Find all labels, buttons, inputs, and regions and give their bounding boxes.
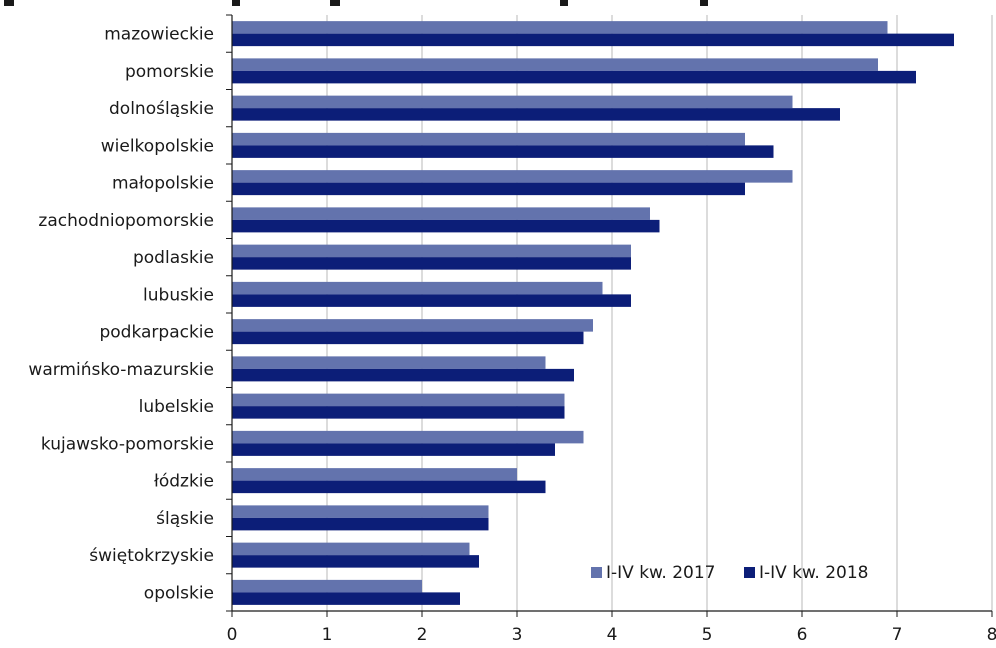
x-tick-label: 7 xyxy=(892,625,903,645)
category-label: mazowieckie xyxy=(104,25,214,45)
x-tick-label: 1 xyxy=(322,625,333,645)
bars xyxy=(232,21,954,605)
bar-2017 xyxy=(232,95,793,109)
category-label: małopolskie xyxy=(112,174,214,194)
category-label: kujawsko-pomorskie xyxy=(41,434,214,454)
bar-2017 xyxy=(232,468,517,481)
x-tick-labels: 0 1 2 3 4 5 6 7 8 xyxy=(227,625,996,645)
bar-2018 xyxy=(232,108,840,121)
title-fragment xyxy=(560,0,568,6)
bar-2018 xyxy=(232,592,460,605)
bar-2017 xyxy=(232,430,584,444)
bar-2017 xyxy=(232,542,470,556)
x-tick-label: 4 xyxy=(607,625,618,645)
bar-2017 xyxy=(232,21,888,34)
bar-2018 xyxy=(232,555,479,568)
bar-2018 xyxy=(232,406,565,419)
category-label: pomorskie xyxy=(125,62,214,82)
x-tick-label: 3 xyxy=(512,625,523,645)
category-label: zachodniopomorskie xyxy=(38,211,214,231)
category-label: warmińsko-mazurskie xyxy=(28,360,214,380)
bar-2017 xyxy=(232,170,793,183)
bar-2018 xyxy=(232,70,916,84)
category-label: łódzkie xyxy=(154,472,214,492)
bar-2017 xyxy=(232,579,422,593)
bar-2018 xyxy=(232,33,954,47)
category-label: śląskie xyxy=(156,509,214,529)
title-fragment xyxy=(4,0,14,6)
legend: I-IV kw. 2017 I-IV kw. 2018 xyxy=(591,563,868,583)
bar-2018 xyxy=(232,145,774,158)
x-tick-label: 2 xyxy=(417,625,428,645)
bar-2018 xyxy=(232,219,660,233)
chart-title-cropped xyxy=(4,0,708,6)
bar-2017 xyxy=(232,132,745,146)
bar-2018 xyxy=(232,331,584,345)
title-fragment xyxy=(232,0,240,6)
x-tick-label: 8 xyxy=(987,625,996,645)
title-fragment xyxy=(330,0,340,6)
bar-2017 xyxy=(232,281,603,295)
legend-label: I-IV kw. 2018 xyxy=(759,563,868,583)
title-fragment xyxy=(700,0,708,6)
axes xyxy=(226,14,993,617)
category-label: podkarpackie xyxy=(99,323,214,343)
category-label: świętokrzyskie xyxy=(89,546,214,566)
x-tick-label: 6 xyxy=(797,625,808,645)
bar-2017 xyxy=(232,244,631,258)
legend-label: I-IV kw. 2017 xyxy=(606,563,715,583)
x-tick-label: 0 xyxy=(227,625,238,645)
category-label: opolskie xyxy=(144,583,214,603)
bar-2018 xyxy=(232,517,489,531)
legend-swatch xyxy=(744,567,755,578)
bar-2018 xyxy=(232,368,574,382)
legend-swatch xyxy=(591,567,602,578)
bar-2017 xyxy=(232,505,489,518)
x-tick-label: 5 xyxy=(702,625,713,645)
bar-2017 xyxy=(232,207,650,220)
category-labels: mazowieckie pomorskie dolnośląskie wielkopo… xyxy=(28,25,214,604)
bar-2018 xyxy=(232,443,555,456)
category-label: wielkopolskie xyxy=(101,136,214,156)
bar-2018 xyxy=(232,257,631,270)
bar-2018 xyxy=(232,182,745,196)
category-label: podlaskie xyxy=(133,248,214,268)
category-label: lubelskie xyxy=(139,397,214,417)
category-label: dolnośląskie xyxy=(109,99,214,119)
bar-2017 xyxy=(232,58,878,71)
bar-2017 xyxy=(232,319,593,332)
bar-2018 xyxy=(232,480,546,494)
bar-2017 xyxy=(232,356,546,369)
category-label: lubuskie xyxy=(143,285,214,305)
bar-2018 xyxy=(232,294,631,307)
bar-2017 xyxy=(232,393,565,407)
